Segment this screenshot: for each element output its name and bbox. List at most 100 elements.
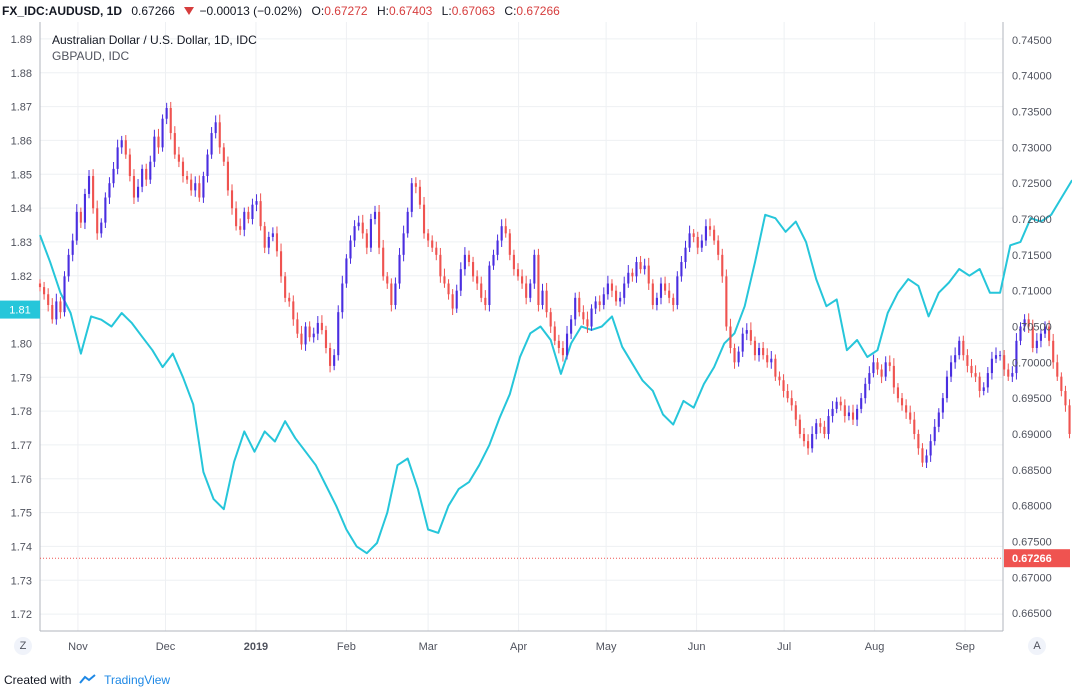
candle-body xyxy=(259,201,262,227)
down-triangle-icon xyxy=(184,7,195,15)
candle-body xyxy=(664,283,667,291)
low-label: L: xyxy=(441,4,452,18)
tradingview-link[interactable]: TradingView xyxy=(104,673,171,687)
candle-body xyxy=(239,226,242,230)
candle-body xyxy=(966,355,969,366)
right-axis-tick-label: 0.67500 xyxy=(1012,536,1052,548)
candle-body xyxy=(586,319,589,327)
candle-body xyxy=(770,358,773,363)
candle-body xyxy=(190,179,193,191)
left-axis-tick-label: 1.88 xyxy=(11,68,32,80)
candle-body xyxy=(198,183,201,198)
candle-body xyxy=(766,355,769,363)
candle-body xyxy=(210,133,213,155)
candle-body xyxy=(782,380,785,391)
candle-body xyxy=(974,373,977,377)
left-axis-tick-label: 1.80 xyxy=(11,338,32,350)
candle-body xyxy=(851,412,855,420)
candle-body xyxy=(218,122,221,148)
candle-body xyxy=(925,455,928,463)
candle-body xyxy=(124,140,127,155)
auto-scale-button[interactable]: A xyxy=(1028,637,1046,655)
candle-body xyxy=(778,376,781,381)
candle-body xyxy=(230,190,234,209)
candle-body xyxy=(688,233,691,248)
candle-body xyxy=(651,283,654,306)
candle-body xyxy=(108,183,111,198)
candle-body xyxy=(235,208,238,227)
audusd-candles xyxy=(38,101,1071,469)
candle-body xyxy=(361,222,364,234)
candle-body xyxy=(557,340,560,348)
candle-body xyxy=(455,290,458,309)
candle-body xyxy=(500,226,503,241)
candle-body xyxy=(913,419,916,434)
candle-body xyxy=(349,240,352,259)
candle-body xyxy=(87,176,91,194)
candle-body xyxy=(394,283,397,306)
candle-body xyxy=(745,330,748,334)
candle-body xyxy=(574,297,577,320)
symbol-title[interactable]: FX_IDC:AUDUSD, 1D xyxy=(2,4,123,18)
candle-body xyxy=(516,269,520,277)
candle-body xyxy=(1023,319,1026,327)
right-axis-tick-label: 0.67000 xyxy=(1012,572,1052,584)
candle-body xyxy=(582,312,585,320)
candle-body xyxy=(275,233,279,252)
candle-body xyxy=(888,362,891,366)
candle-body xyxy=(606,283,609,295)
candle-body xyxy=(578,297,581,313)
candle-body xyxy=(721,254,724,277)
candle-body xyxy=(333,355,336,366)
left-axis-tick-label: 1.79 xyxy=(11,372,32,384)
right-axis-tick-label: 0.68000 xyxy=(1012,501,1052,513)
candle-body xyxy=(177,154,180,162)
time-axis[interactable]: Nov Dec 2019 Feb Mar Apr May Jun Jul Aug Sep xyxy=(68,641,975,653)
candle-body xyxy=(680,262,683,277)
candle-body xyxy=(59,301,62,313)
right-price-axis[interactable]: 0.74500 0.74000 0.73500 0.73000 0.72500 0.720… xyxy=(1004,35,1070,620)
close-value: 0.67266 xyxy=(516,4,560,18)
candle-body xyxy=(619,297,622,302)
right-axis-tick-label: 0.71000 xyxy=(1012,286,1052,298)
candle-body xyxy=(864,383,867,399)
left-axis-tick-label: 1.77 xyxy=(11,440,32,452)
candle-body xyxy=(807,441,810,449)
candle-body xyxy=(67,254,70,277)
candle-body xyxy=(811,433,814,449)
candle-body xyxy=(83,193,87,223)
left-axis-tick-label: 1.78 xyxy=(11,406,32,418)
candle-body xyxy=(790,398,793,406)
candle-body xyxy=(451,294,454,309)
last-value: 0.67266 xyxy=(131,4,175,18)
candle-body xyxy=(659,283,663,298)
candle-body xyxy=(774,358,777,377)
zoom-button[interactable]: Z xyxy=(14,637,32,655)
right-axis-tick-label: 0.68500 xyxy=(1012,465,1052,477)
candle-body xyxy=(369,219,372,248)
candle-body xyxy=(181,161,185,177)
candle-body xyxy=(71,240,74,255)
created-with-text: Created with xyxy=(4,673,72,687)
left-axis-tick-label: 1.85 xyxy=(11,169,32,181)
candle-body xyxy=(990,358,993,374)
open-value: 0.67272 xyxy=(324,4,368,18)
candle-body xyxy=(75,211,78,241)
time-axis-tick-label: Apr xyxy=(510,641,527,653)
price-chart[interactable]: 1.89 1.88 1.87 1.86 1.85 1.84 1.83 1.82 1.81 1.80… xyxy=(0,0,1072,668)
candle-body xyxy=(508,233,511,255)
candle-body xyxy=(300,333,303,345)
candle-body xyxy=(872,362,875,374)
time-axis-tick-label: 2019 xyxy=(244,641,268,653)
candle-body xyxy=(933,426,936,442)
candle-body xyxy=(962,340,965,356)
candle-body xyxy=(757,347,761,356)
candle-body xyxy=(504,226,507,234)
symbol-header: FX_IDC:AUDUSD, 1D 0.67266 −0.00013 (−0.0… xyxy=(0,0,1072,22)
candle-body xyxy=(422,204,426,234)
candle-body xyxy=(892,365,895,388)
left-price-axis[interactable]: 1.89 1.88 1.87 1.86 1.85 1.84 1.83 1.82 1.81 1.80… xyxy=(0,34,40,621)
left-axis-tick-label: 1.82 xyxy=(11,271,32,283)
candle-body xyxy=(439,254,442,277)
candle-body xyxy=(410,183,413,212)
